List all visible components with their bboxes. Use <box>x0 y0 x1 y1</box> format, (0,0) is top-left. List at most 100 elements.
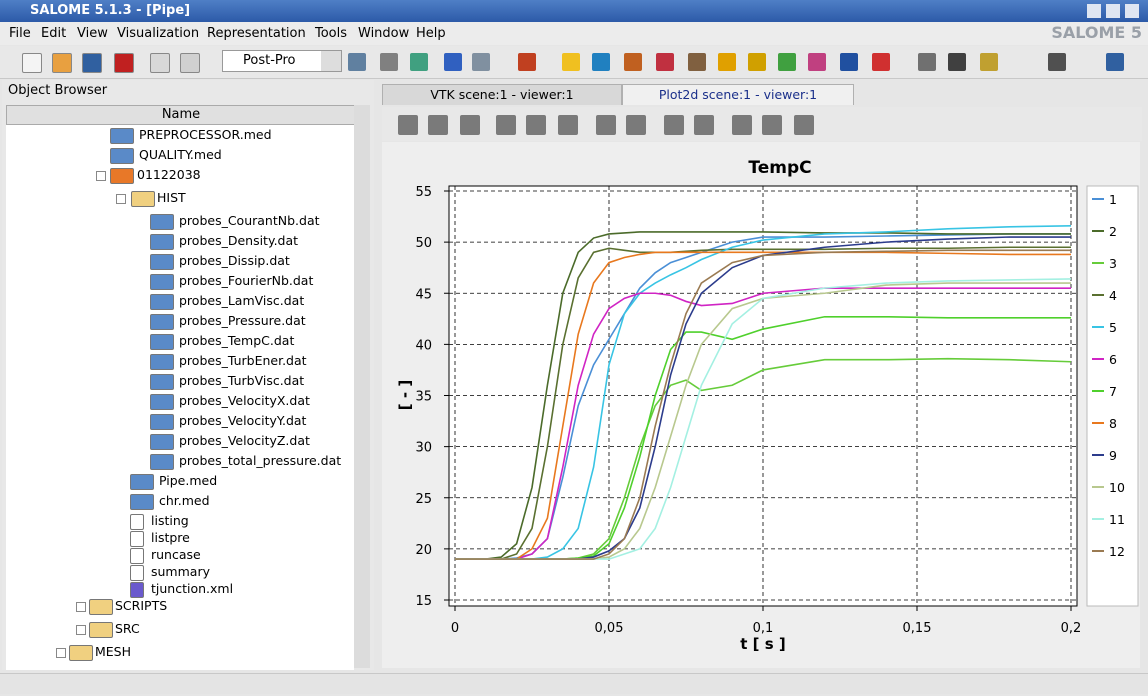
menu-item[interactable]: Window <box>358 26 410 41</box>
menu-item[interactable]: Visualization <box>117 26 200 41</box>
plot-toolbar <box>382 107 1142 141</box>
toolbar-icon[interactable] <box>1106 53 1124 71</box>
scrollbar[interactable] <box>354 105 370 668</box>
tree-expander[interactable] <box>96 171 106 181</box>
toolbar-icon[interactable] <box>748 53 766 71</box>
column-header[interactable]: Name <box>6 105 356 125</box>
toolbar-icon[interactable] <box>688 53 706 71</box>
toolbar-icon[interactable] <box>624 53 642 71</box>
toolbar-icon[interactable] <box>22 53 42 73</box>
tree-item[interactable]: listpre <box>151 530 190 545</box>
tree-item[interactable]: Pipe.med <box>159 473 218 488</box>
tree-expander[interactable] <box>76 625 86 635</box>
tree-item[interactable]: tjunction.xml <box>151 581 234 596</box>
toolbar-icon[interactable] <box>518 53 536 71</box>
tree-item[interactable]: HIST <box>157 190 186 205</box>
tree-item[interactable]: probes_total_pressure.dat <box>179 453 342 468</box>
menu-item[interactable]: Representation <box>207 26 306 41</box>
toolbar-icon[interactable] <box>82 53 102 73</box>
minimize-button[interactable] <box>1087 4 1101 18</box>
tree-item[interactable]: runcase <box>151 547 201 562</box>
toolbar-icon[interactable] <box>664 115 684 135</box>
toolbar-icon[interactable] <box>980 53 998 71</box>
tree-item[interactable]: probes_Pressure.dat <box>179 313 306 328</box>
toolbar-icon[interactable] <box>526 115 546 135</box>
tree-item[interactable]: QUALITY.med <box>139 147 222 162</box>
toolbar-icon[interactable] <box>380 53 398 71</box>
y-tick-label: 15 <box>415 594 432 609</box>
toolbar-icon[interactable] <box>114 53 134 73</box>
toolbar-icon[interactable] <box>718 53 736 71</box>
menu-item[interactable]: Help <box>416 26 446 41</box>
tree-expander[interactable] <box>76 602 86 612</box>
x-axis-label: t [ s ] <box>740 635 785 653</box>
tree-expander[interactable] <box>56 648 66 658</box>
toolbar-icon[interactable] <box>656 53 674 71</box>
toolbar-icon[interactable] <box>460 115 480 135</box>
toolbar-icon[interactable] <box>592 53 610 71</box>
tree-item[interactable]: 01122038 <box>137 167 201 182</box>
tree-item[interactable]: listing <box>151 513 189 528</box>
menu-item[interactable]: View <box>77 26 108 41</box>
toolbar-icon[interactable] <box>840 53 858 71</box>
maximize-button[interactable] <box>1106 4 1120 18</box>
tree-icon <box>150 434 174 450</box>
menu-item[interactable]: File <box>9 26 31 41</box>
toolbar-icon[interactable] <box>794 115 814 135</box>
toolbar-icon[interactable] <box>626 115 646 135</box>
status-bar <box>0 673 1148 694</box>
tree-item[interactable]: SRC <box>115 621 140 636</box>
tree-item[interactable]: probes_Dissip.dat <box>179 253 290 268</box>
module-combo[interactable]: Post-Pro <box>222 50 342 72</box>
toolbar-icon[interactable] <box>150 53 170 73</box>
tree-item[interactable]: probes_TempC.dat <box>179 333 295 348</box>
menu-item[interactable]: Tools <box>315 26 348 41</box>
toolbar-icon[interactable] <box>348 53 366 71</box>
tree-item[interactable]: probes_VelocityY.dat <box>179 413 307 428</box>
toolbar-icon[interactable] <box>778 53 796 71</box>
toolbar-icon[interactable] <box>496 115 516 135</box>
toolbar-icon[interactable] <box>694 115 714 135</box>
legend-label: 8 <box>1109 416 1117 431</box>
tree-item[interactable]: chr.med <box>159 493 210 508</box>
tree-item[interactable]: probes_TurbVisc.dat <box>179 373 305 388</box>
tree-item[interactable]: probes_LamVisc.dat <box>179 293 305 308</box>
close-button[interactable] <box>1125 4 1139 18</box>
toolbar-icon[interactable] <box>762 115 782 135</box>
tree-item[interactable]: MESH <box>95 644 132 659</box>
toolbar-icon[interactable] <box>948 53 966 71</box>
tree-expander[interactable] <box>116 194 126 204</box>
toolbar-icon[interactable] <box>52 53 72 73</box>
tab[interactable]: Plot2d scene:1 - viewer:1 <box>622 84 854 105</box>
tab[interactable]: VTK scene:1 - viewer:1 <box>382 84 622 105</box>
toolbar-icon[interactable] <box>1048 53 1066 71</box>
toolbar-icon[interactable] <box>562 53 580 71</box>
toolbar-icon[interactable] <box>428 115 448 135</box>
toolbar-icon[interactable] <box>180 53 200 73</box>
tree-icon <box>130 582 144 598</box>
tree-item[interactable]: probes_VelocityX.dat <box>179 393 310 408</box>
toolbar-icon[interactable] <box>732 115 752 135</box>
toolbar-icon[interactable] <box>808 53 826 71</box>
toolbar-icon[interactable] <box>398 115 418 135</box>
tree-item[interactable]: SCRIPTS <box>115 598 168 613</box>
toolbar-icon[interactable] <box>444 53 462 71</box>
tree-item[interactable]: summary <box>151 564 210 579</box>
menu-item[interactable]: Edit <box>41 26 67 41</box>
tree-icon <box>150 234 174 250</box>
y-axis-label: [ - ] <box>396 380 414 410</box>
combo-arrow[interactable] <box>321 51 341 71</box>
toolbar-icon[interactable] <box>918 53 936 71</box>
tree-item[interactable]: probes_CourantNb.dat <box>179 213 320 228</box>
tree-item[interactable]: probes_FourierNb.dat <box>179 273 314 288</box>
toolbar-icon[interactable] <box>872 53 890 71</box>
x-tick-label: 0,2 <box>1061 621 1082 636</box>
tree-item[interactable]: PREPROCESSOR.med <box>139 127 272 142</box>
toolbar-icon[interactable] <box>596 115 616 135</box>
toolbar-icon[interactable] <box>410 53 428 71</box>
tree-item[interactable]: probes_TurbEner.dat <box>179 353 307 368</box>
tree-item[interactable]: probes_VelocityZ.dat <box>179 433 310 448</box>
toolbar-icon[interactable] <box>558 115 578 135</box>
tree-item[interactable]: probes_Density.dat <box>179 233 299 248</box>
toolbar-icon[interactable] <box>472 53 490 71</box>
